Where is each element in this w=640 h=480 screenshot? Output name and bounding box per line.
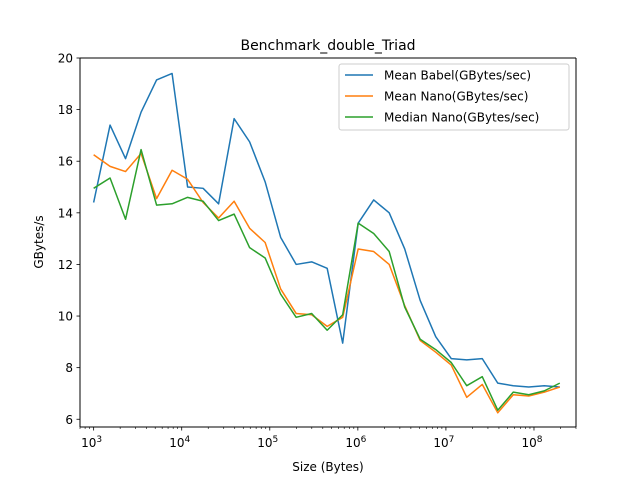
series-line-2 bbox=[93, 152, 561, 414]
series-line-3 bbox=[93, 148, 561, 411]
x-tick-label: 103 bbox=[81, 435, 102, 450]
y-tick-label: 8 bbox=[65, 361, 73, 375]
y-axis-label: GBytes/s bbox=[32, 215, 46, 268]
legend-label-2: Mean Nano(GBytes/sec) bbox=[384, 90, 528, 104]
y-tick-label: 16 bbox=[58, 155, 73, 169]
axes-layer bbox=[79, 57, 577, 428]
x-tick-label: 107 bbox=[433, 435, 454, 450]
x-axis-label: Size (Bytes) bbox=[292, 460, 363, 474]
x-tick-label: 105 bbox=[257, 435, 278, 450]
legend-frame bbox=[338, 63, 570, 131]
y-ticks: 6 8 10 12 14 16 18 20 bbox=[58, 52, 80, 427]
y-tick-label: 12 bbox=[58, 258, 73, 272]
legend-label-3: Median Nano(GBytes/sec) bbox=[384, 111, 539, 125]
x-tick-label: 106 bbox=[345, 435, 366, 450]
x-ticks: 103 104 105 106 107 108 bbox=[79, 427, 577, 450]
series-layer bbox=[92, 72, 561, 414]
legend: Mean Babel(GBytes/sec) Mean Nano(GBytes/s… bbox=[338, 63, 570, 131]
y-tick-label: 14 bbox=[58, 206, 73, 220]
x-tick-label: 104 bbox=[169, 435, 190, 450]
legend-label-1: Mean Babel(GBytes/sec) bbox=[384, 69, 531, 83]
x-tick-label: 108 bbox=[521, 435, 542, 450]
y-tick-label: 6 bbox=[65, 413, 73, 427]
y-tick-label: 10 bbox=[58, 310, 73, 324]
series-line-1 bbox=[92, 72, 560, 388]
y-tick-label: 18 bbox=[58, 103, 73, 117]
chart-title: Benchmark_double_Triad bbox=[240, 38, 415, 54]
y-tick-label: 20 bbox=[58, 52, 73, 66]
